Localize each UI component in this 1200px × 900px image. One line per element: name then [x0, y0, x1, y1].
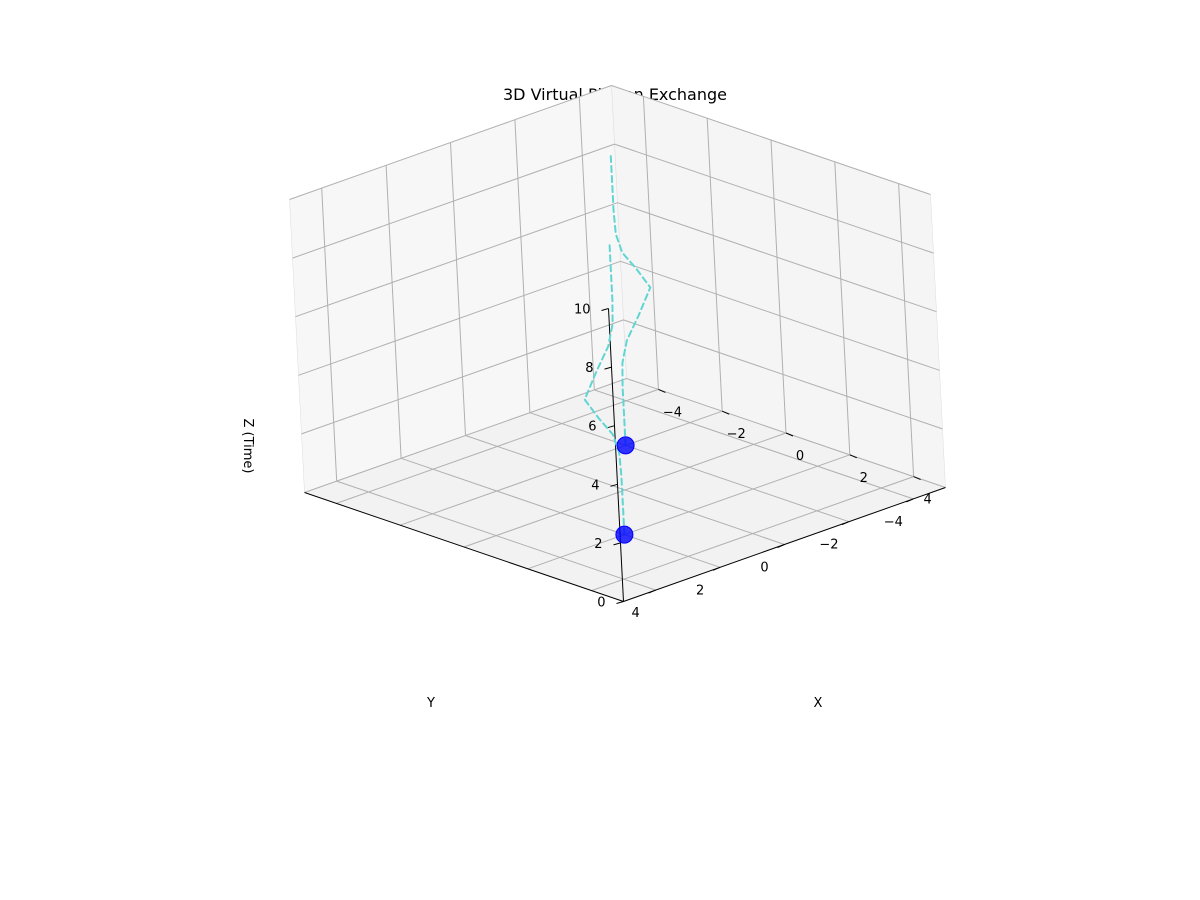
grid-line-y-floor — [465, 435, 785, 545]
y-tick-mark — [906, 498, 914, 503]
y-tick-mark — [841, 521, 850, 526]
grid-line-z-right — [301, 319, 624, 435]
grid-line-y-floor — [594, 389, 914, 500]
grid-line-x-wall — [642, 96, 659, 390]
grid-line-z-left — [614, 143, 934, 254]
z-tick-mark — [601, 308, 609, 311]
y-tick-label: 4 — [632, 606, 640, 621]
z-tick-mark — [607, 425, 615, 429]
x-axis-label: X — [814, 696, 823, 711]
y-tick-label: −2 — [819, 538, 838, 553]
z-tick-label: 10 — [574, 303, 591, 318]
x-tick-mark — [722, 410, 730, 415]
grid-line-y-wall — [514, 119, 531, 413]
x-tick-label: 4 — [923, 493, 931, 508]
x-tick-mark — [658, 388, 666, 393]
x-tick-mark — [913, 476, 921, 481]
grid-line-y-floor — [400, 457, 721, 568]
grid-line-x-wall — [706, 118, 723, 412]
tick-marks: −4 −2 0 2 4 −4 −2 0 2 4 0 2 4 6 8 10 — [574, 303, 932, 622]
grid-line-y-floor — [336, 480, 656, 591]
y-tick-label: 0 — [760, 561, 768, 576]
grid-line-x-wall — [770, 139, 787, 434]
worldline — [609, 151, 652, 447]
grid-line-y-wall — [321, 188, 338, 482]
z-tick-label: 8 — [585, 361, 593, 376]
y-axis-line — [304, 492, 624, 602]
z-axis-label: Z (Time) — [240, 419, 255, 474]
x-tick-mark — [785, 432, 794, 437]
z-axis-line — [608, 308, 624, 602]
grid-line-z-left — [623, 319, 943, 430]
grid-line-x-wall — [834, 161, 851, 455]
y-tick-label: −4 — [884, 515, 903, 530]
y-tick-mark — [648, 589, 656, 594]
y-axis-label: Y — [426, 696, 435, 711]
x-tick-mark — [849, 454, 857, 459]
x-tick-label: 0 — [796, 449, 804, 464]
z-tick-label: 4 — [591, 478, 599, 493]
x-tick-label: −2 — [727, 427, 746, 442]
grid-line-z-right — [298, 260, 621, 376]
grid-line-x-wall — [898, 183, 915, 477]
x-tick-label: 2 — [860, 471, 868, 486]
z-tick-mark — [616, 601, 624, 604]
z-tick-label: 0 — [597, 596, 605, 611]
grid-lines — [289, 85, 946, 592]
z-tick-mark — [604, 366, 612, 370]
z-tick-label: 6 — [588, 420, 596, 435]
grid-line-z-left — [620, 260, 940, 371]
y-tick-mark — [712, 566, 721, 571]
grid-line-z-left — [617, 202, 937, 313]
grid-line-z-right — [304, 378, 627, 493]
z-tick-label: 2 — [594, 537, 602, 552]
grid-line-y-wall — [578, 96, 595, 390]
grid-line-y-wall — [385, 165, 402, 459]
z-tick-mark — [610, 483, 618, 487]
z-tick-mark — [613, 542, 621, 546]
particle-point — [616, 436, 635, 455]
grid-line-z-right — [295, 202, 618, 318]
grid-line-z-right — [289, 85, 612, 200]
worldline — [583, 240, 626, 536]
y-tick-label: 2 — [696, 583, 704, 598]
grid-line-z-left — [611, 85, 931, 195]
grid-line-z-right — [292, 143, 615, 259]
particle-point — [615, 525, 634, 544]
x-tick-label: −4 — [663, 405, 682, 420]
grid-line-y-floor — [529, 412, 850, 523]
y-tick-mark — [777, 544, 785, 548]
data-series — [583, 151, 652, 544]
grid-line-y-wall — [450, 142, 466, 436]
